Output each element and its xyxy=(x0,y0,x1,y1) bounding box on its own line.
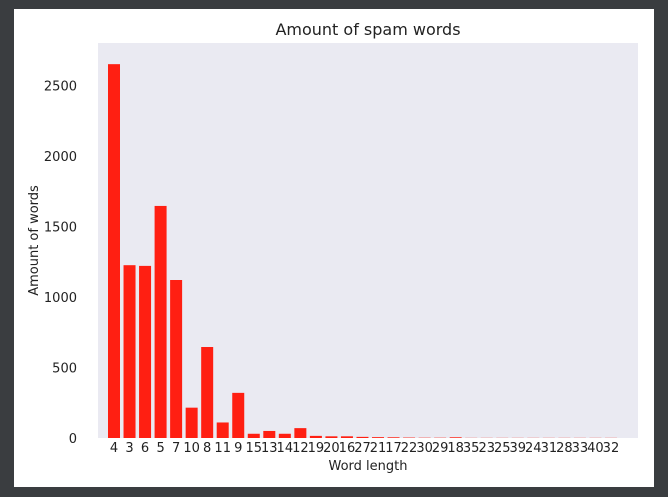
x-tick-label: 22 xyxy=(401,441,418,456)
bar-15 xyxy=(247,433,260,438)
bar-19 xyxy=(309,435,322,438)
x-tick-label: 4 xyxy=(110,441,118,456)
x-tick-label: 11 xyxy=(214,441,231,456)
x-tick-label: 30 xyxy=(416,441,433,456)
chart-figure: Amount of spam words Word length Amount … xyxy=(14,9,654,487)
y-tick-label: 0 xyxy=(69,432,77,447)
y-tick-labels: 0 500 1000 1500 2000 2500 xyxy=(44,79,77,447)
x-tick-label: 10 xyxy=(183,441,200,456)
bar-27 xyxy=(356,436,369,438)
x-tick-label: 13 xyxy=(261,441,278,456)
bar-8 xyxy=(201,347,214,438)
x-tick-label: 15 xyxy=(245,441,262,456)
x-tick-label: 19 xyxy=(308,441,325,456)
bar-20 xyxy=(325,436,338,438)
x-tick-label: 23 xyxy=(478,441,495,456)
x-tick-label: 5 xyxy=(156,441,164,456)
x-tick-label: 8 xyxy=(203,441,211,456)
bar-5 xyxy=(154,205,167,438)
x-tick-label: 24 xyxy=(525,441,542,456)
bar-6 xyxy=(139,265,152,438)
chart-title: Amount of spam words xyxy=(275,20,460,39)
x-tick-label: 35 xyxy=(463,441,480,456)
x-tick-label: 14 xyxy=(277,441,294,456)
y-tick-label: 1500 xyxy=(44,220,77,235)
bar-4 xyxy=(108,64,120,438)
x-tick-label: 31 xyxy=(541,441,558,456)
bar-21 xyxy=(372,437,385,438)
x-tick-label: 33 xyxy=(572,441,589,456)
x-tick-label: 25 xyxy=(494,441,511,456)
bar-12 xyxy=(294,428,307,439)
bar-7 xyxy=(170,280,183,438)
x-axis-label: Word length xyxy=(329,459,408,474)
plot-area xyxy=(98,43,638,438)
y-tick-label: 500 xyxy=(52,361,77,376)
x-tick-label: 20 xyxy=(323,441,340,456)
x-tick-labels: 4 3 6 5 7 10 8 11 9 15131412192016272117223029183… xyxy=(110,441,619,456)
x-tick-label: 12 xyxy=(292,441,309,456)
y-axis-label: Amount of words xyxy=(27,185,42,296)
bar-11 xyxy=(216,422,229,438)
bar-16 xyxy=(340,436,353,438)
y-tick-label: 1000 xyxy=(44,291,77,306)
x-tick-label: 21 xyxy=(370,441,387,456)
bar-18 xyxy=(449,437,462,438)
bar-9 xyxy=(232,392,245,438)
x-tick-label: 7 xyxy=(172,441,180,456)
x-tick-label: 39 xyxy=(510,441,527,456)
bar-3 xyxy=(123,265,136,438)
x-tick-label: 28 xyxy=(556,441,573,456)
x-tick-label: 6 xyxy=(141,441,149,456)
x-tick-label: 18 xyxy=(447,441,464,456)
y-tick-label: 2500 xyxy=(44,79,77,94)
y-tick-label: 2000 xyxy=(44,150,77,165)
bar-13 xyxy=(263,430,276,438)
bar-14 xyxy=(278,433,291,438)
bar-17 xyxy=(387,437,400,438)
x-tick-label: 17 xyxy=(385,441,402,456)
bar-chart: Amount of spam words Word length Amount … xyxy=(27,20,638,474)
x-tick-label: 27 xyxy=(354,441,371,456)
x-tick-label: 29 xyxy=(432,441,449,456)
x-tick-label: 40 xyxy=(587,441,604,456)
bar-10 xyxy=(185,407,198,438)
x-tick-label: 16 xyxy=(339,441,356,456)
x-tick-label: 9 xyxy=(234,441,242,456)
x-tick-label: 32 xyxy=(603,441,620,456)
x-tick-label: 3 xyxy=(125,441,133,456)
bars-group xyxy=(108,64,617,439)
